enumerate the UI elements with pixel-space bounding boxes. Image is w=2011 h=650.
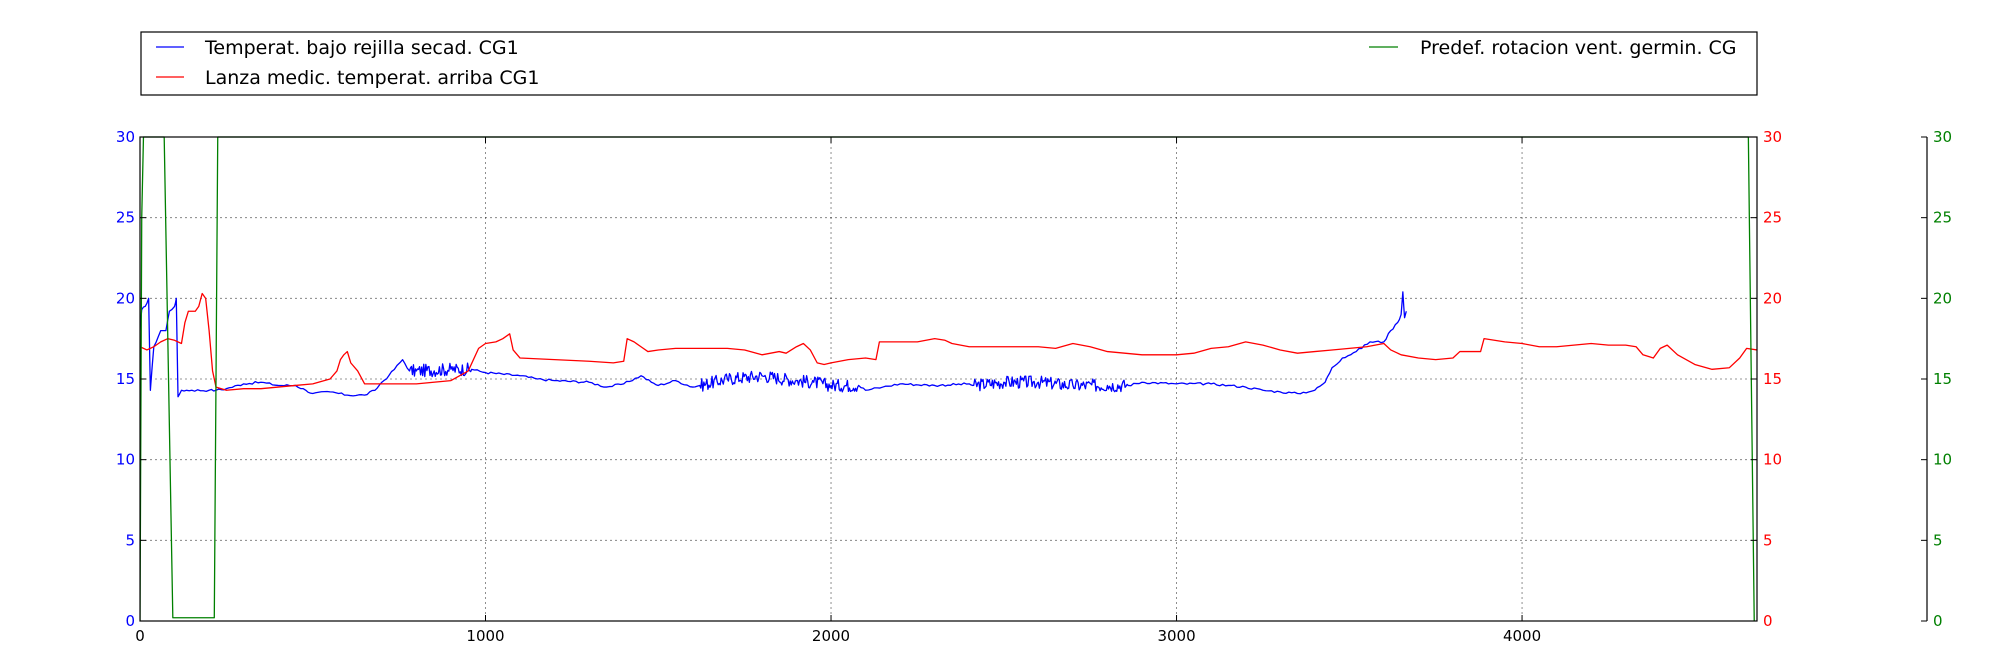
y-tick-label: 30 <box>116 128 135 146</box>
y-tick-label: 25 <box>1763 209 1782 227</box>
x-tick-label: 2000 <box>812 627 850 645</box>
x-tick-label: 3000 <box>1157 627 1195 645</box>
plot-frame <box>139 136 1758 622</box>
y-tick-label: 0 <box>1763 612 1773 630</box>
y-tick-label: 25 <box>1933 209 1952 227</box>
legend-label-blue: Temperat. bajo rejilla secad. CG1 <box>204 37 519 59</box>
y-tick-label: 0 <box>125 612 135 630</box>
y-tick-label: 20 <box>1763 289 1782 307</box>
y-axis-far-right: 0 5 10 15 20 25 30 <box>1921 128 1952 630</box>
series-line-2 <box>140 292 1757 391</box>
y-tick-label: 10 <box>1933 451 1952 469</box>
x-tick-label: 0 <box>135 627 145 645</box>
y-tick-label: 15 <box>1763 370 1782 388</box>
y-tick-label: 15 <box>116 370 135 388</box>
y-tick-label: 15 <box>1933 370 1952 388</box>
legend: Temperat. bajo rejilla secad. CG1 Lanza … <box>140 31 1758 96</box>
series-layer <box>140 136 1757 622</box>
series-line-1 <box>140 291 1407 398</box>
y-tick-label: 5 <box>1933 531 1943 549</box>
y-tick-label: 5 <box>125 531 135 549</box>
y-axis-left: 0 5 10 15 20 25 30 <box>116 128 146 630</box>
y-tick-label: 0 <box>1933 612 1943 630</box>
y-tick-label: 20 <box>1933 289 1952 307</box>
x-tick-label: 4000 <box>1503 627 1541 645</box>
y-tick-label: 5 <box>1763 531 1773 549</box>
y-tick-label: 10 <box>116 451 135 469</box>
legend-label-green: Predef. rotacion vent. germin. CG <box>1420 37 1737 59</box>
legend-box <box>140 31 1758 96</box>
y-tick-label: 20 <box>116 289 135 307</box>
x-tick-label: 1000 <box>466 627 504 645</box>
y-axis-right: 0 5 10 15 20 25 30 <box>1751 128 1782 630</box>
series-line-3 <box>140 136 1755 622</box>
y-tick-label: 10 <box>1763 451 1782 469</box>
grid-lines <box>140 137 1757 621</box>
y-tick-label: 30 <box>1933 128 1952 146</box>
y-tick-label: 30 <box>1763 128 1782 146</box>
legend-label-red: Lanza medic. temperat. arriba CG1 <box>205 67 539 89</box>
x-axis: 0 1000 2000 3000 4000 <box>135 137 1541 645</box>
y-tick-label: 25 <box>116 209 135 227</box>
